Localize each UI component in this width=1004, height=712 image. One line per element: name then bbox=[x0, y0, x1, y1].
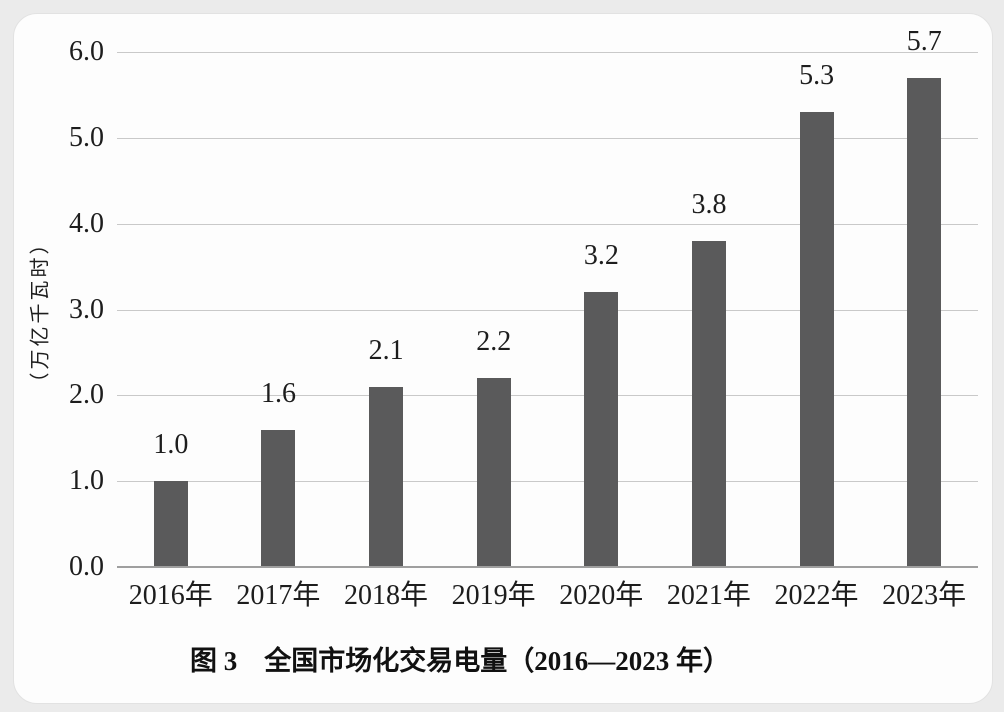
chart-caption: 图 3 全国市场化交易电量（2016—2023 年） bbox=[190, 646, 730, 676]
bar-2016年 bbox=[153, 481, 188, 567]
x-tick-label: 2019年 bbox=[451, 580, 536, 611]
y-tick-label: 4.0 bbox=[69, 207, 104, 239]
gridline bbox=[117, 309, 978, 311]
bar-2022年 bbox=[799, 112, 834, 567]
bar-2017年 bbox=[261, 429, 296, 567]
bar-value-label: 2.2 bbox=[476, 326, 512, 358]
y-tick-label: 1.0 bbox=[69, 465, 104, 497]
y-tick-label: 3.0 bbox=[69, 293, 104, 325]
x-tick-label: 2018年 bbox=[344, 580, 429, 611]
gridline bbox=[117, 395, 978, 397]
x-tick-label: 2017年 bbox=[236, 580, 321, 611]
x-axis-line bbox=[117, 566, 978, 568]
bar-value-label: 2.1 bbox=[368, 334, 404, 366]
x-tick-label: 2020年 bbox=[559, 580, 644, 611]
bar-2021年 bbox=[691, 240, 726, 567]
gridline bbox=[117, 52, 978, 53]
gridline bbox=[117, 481, 978, 483]
bar-value-label: 1.0 bbox=[153, 429, 189, 461]
bar-2023年 bbox=[907, 77, 942, 567]
gridline bbox=[117, 223, 978, 225]
gridline bbox=[117, 137, 978, 139]
y-tick-label: 2.0 bbox=[69, 379, 104, 411]
bar-value-label: 5.3 bbox=[799, 60, 835, 92]
x-tick-label: 2022年 bbox=[774, 580, 859, 611]
bar-2018年 bbox=[369, 386, 404, 567]
bar-value-label: 3.2 bbox=[583, 240, 619, 272]
y-tick-label: 6.0 bbox=[69, 36, 104, 67]
x-tick-label: 2021年 bbox=[666, 580, 751, 611]
bar-value-label: 3.8 bbox=[691, 188, 727, 220]
bar-2019年 bbox=[476, 378, 511, 567]
bar-value-label: 1.6 bbox=[260, 377, 296, 409]
bar-value-label: 5.7 bbox=[906, 25, 942, 57]
y-tick-label: 5.0 bbox=[69, 121, 104, 153]
x-tick-label: 2023年 bbox=[882, 580, 967, 611]
x-tick-label: 2016年 bbox=[128, 580, 213, 611]
y-tick-label: 0.0 bbox=[69, 551, 104, 582]
bar-2020年 bbox=[584, 292, 619, 567]
